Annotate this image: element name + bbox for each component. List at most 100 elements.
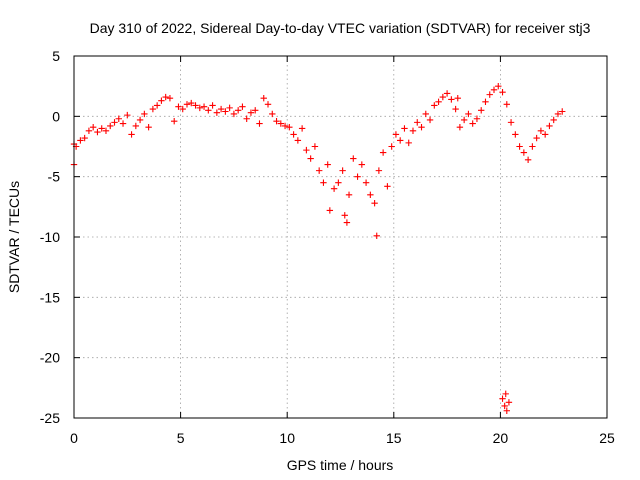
- data-point: [239, 103, 246, 110]
- data-point: [375, 167, 383, 174]
- data-point: [286, 123, 293, 131]
- data-point: [98, 125, 105, 132]
- data-point: [128, 131, 135, 138]
- data-point: [362, 179, 370, 186]
- data-point: [501, 402, 508, 410]
- data-point: [505, 399, 513, 406]
- data-point: [379, 149, 387, 156]
- y-tick-labels: 5 0 -5 -10 -15 -20 -25: [40, 48, 60, 426]
- data-point: [166, 95, 174, 102]
- data-point: [119, 120, 127, 127]
- data-point: [330, 185, 338, 192]
- data-point: [456, 123, 464, 131]
- data-point: [507, 119, 515, 126]
- data-point: [179, 105, 186, 113]
- data-point: [384, 183, 391, 190]
- data-point: [343, 219, 351, 226]
- data-point: [85, 127, 93, 135]
- data-point: [345, 191, 353, 198]
- data-points: [70, 82, 566, 414]
- data-point: [158, 97, 165, 104]
- data-point: [502, 390, 509, 398]
- data-point: [431, 102, 438, 109]
- data-point: [499, 89, 506, 96]
- data-point: [414, 119, 421, 126]
- data-point: [94, 128, 101, 136]
- data-point: [115, 115, 122, 122]
- data-point: [141, 110, 148, 118]
- data-point: [326, 207, 334, 214]
- data-point: [200, 103, 208, 110]
- data-point: [81, 134, 88, 142]
- data-point: [524, 156, 532, 163]
- data-point: [537, 127, 545, 135]
- data-point: [358, 161, 366, 168]
- grid: [74, 56, 607, 418]
- data-point: [388, 143, 395, 150]
- data-point: [294, 137, 302, 144]
- data-point: [277, 120, 285, 127]
- data-point: [192, 102, 199, 109]
- data-point: [499, 395, 506, 402]
- data-point: [422, 110, 429, 118]
- data-point: [269, 110, 276, 118]
- data-point: [335, 179, 342, 186]
- data-point: [226, 104, 233, 112]
- data-point: [512, 131, 519, 138]
- data-point: [503, 407, 510, 414]
- data-point: [354, 173, 361, 180]
- data-point: [230, 110, 238, 118]
- axis-ticks: [73, 55, 608, 419]
- data-point: [205, 107, 212, 114]
- data-point: [252, 107, 259, 114]
- data-point: [529, 143, 536, 150]
- y-tick-label: -10: [40, 229, 60, 245]
- data-point: [307, 155, 314, 162]
- data-point: [443, 90, 451, 97]
- x-tick-labels: 0 5 10 15 20 25: [70, 430, 615, 446]
- data-point: [554, 110, 562, 118]
- data-point: [290, 131, 297, 138]
- data-point: [281, 122, 289, 130]
- y-axis-label: SDTVAR / TECUs: [6, 181, 22, 293]
- data-point: [217, 105, 225, 113]
- data-point: [495, 82, 502, 90]
- data-point: [324, 161, 331, 168]
- data-point: [273, 117, 280, 125]
- data-point: [367, 191, 374, 198]
- data-point: [473, 115, 481, 122]
- data-point: [546, 122, 553, 130]
- data-point: [482, 98, 489, 106]
- data-point: [469, 120, 476, 127]
- data-point: [452, 105, 459, 113]
- data-point: [533, 134, 540, 142]
- x-tick-label: 25: [599, 430, 615, 446]
- data-point: [435, 98, 442, 106]
- data-point: [89, 123, 97, 131]
- data-point: [183, 101, 191, 108]
- data-point: [77, 137, 84, 144]
- y-tick-label: -5: [48, 169, 61, 185]
- data-point: [303, 146, 310, 154]
- data-point: [196, 104, 203, 112]
- data-point: [209, 102, 216, 109]
- data-point: [418, 123, 425, 131]
- chart-title: Day 310 of 2022, Sidereal Day-to-day VTE…: [90, 20, 591, 36]
- data-point: [478, 107, 485, 114]
- data-point: [541, 131, 549, 138]
- data-point: [350, 155, 357, 162]
- data-point: [264, 101, 272, 108]
- data-point: [341, 212, 348, 219]
- x-tick-label: 5: [177, 430, 185, 446]
- x-tick-label: 20: [493, 430, 509, 446]
- data-point: [559, 108, 566, 115]
- data-point: [234, 107, 242, 114]
- data-point: [162, 93, 169, 101]
- data-point: [454, 95, 461, 102]
- data-point: [339, 167, 346, 174]
- data-point: [409, 127, 417, 135]
- data-point: [102, 127, 110, 135]
- data-point: [124, 111, 131, 119]
- data-point: [188, 99, 195, 107]
- data-point: [153, 102, 161, 109]
